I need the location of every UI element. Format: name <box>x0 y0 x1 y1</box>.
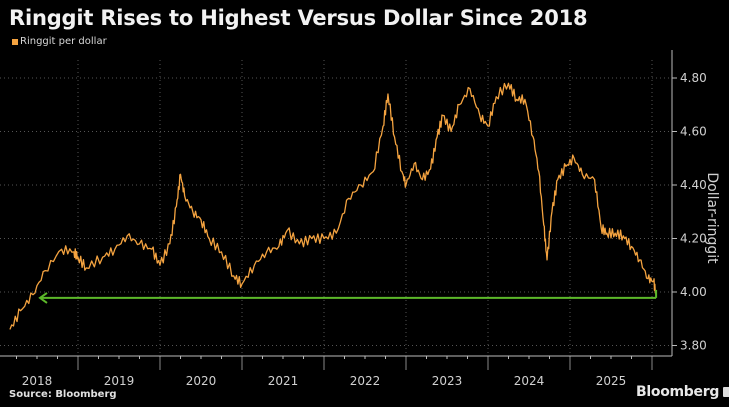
x-tick-label: 2024 <box>514 374 545 388</box>
y-tick-label: 4.20 <box>680 232 707 246</box>
y-tick-label: 3.80 <box>680 339 707 353</box>
y-axis-label: Dollar-ringgit <box>704 172 720 264</box>
legend-label: Ringgit per dollar <box>20 36 107 47</box>
x-tick-label: 2021 <box>268 374 299 388</box>
legend-swatch <box>12 38 18 45</box>
x-tick-label: 2025 <box>596 374 627 388</box>
y-tick-label: 4.40 <box>680 178 707 192</box>
y-tick-label: 4.60 <box>680 125 707 139</box>
bloomberg-logo: Bloomberg <box>636 384 729 400</box>
source-note: Source: Bloomberg <box>9 389 117 400</box>
x-tick-label: 2018 <box>22 374 53 388</box>
y-tick-label: 4.00 <box>680 285 707 299</box>
brand-name: Bloomberg <box>636 384 720 400</box>
x-tick-label: 2023 <box>432 374 463 388</box>
legend: Ringgit per dollar <box>12 36 107 47</box>
annotation-arrow-head <box>38 292 48 304</box>
chart-title: Ringgit Rises to Highest Versus Dollar S… <box>9 6 588 30</box>
series-line-ringgit-per-dollar <box>9 82 657 330</box>
x-tick-label: 2019 <box>104 374 135 388</box>
x-tick-label: 2020 <box>186 374 217 388</box>
y-tick-label: 4.80 <box>680 71 707 85</box>
chart-icon <box>723 387 729 397</box>
x-tick-label: 2022 <box>350 374 381 388</box>
